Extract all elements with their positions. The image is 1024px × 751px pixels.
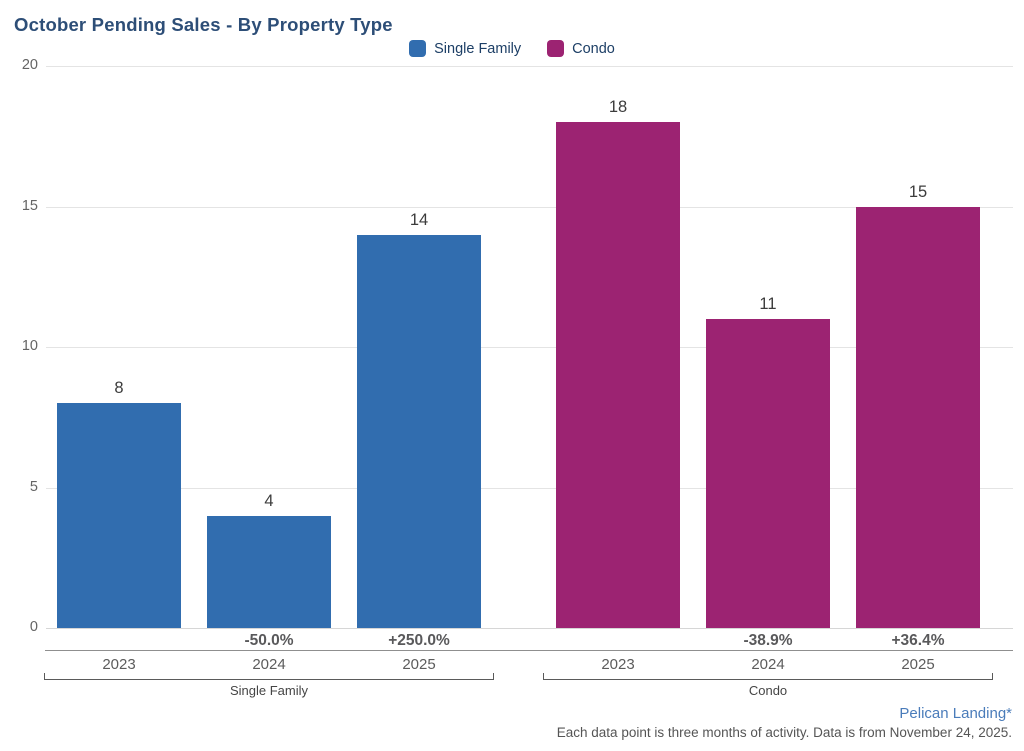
bar-condo-2023[interactable]: [556, 122, 680, 628]
gridline-0: [46, 628, 1013, 629]
gridline-15: [46, 206, 1013, 208]
year-label-condo-2025: 2025: [901, 656, 935, 673]
group-label-condo: Condo: [748, 683, 788, 698]
year-label-single-family-2024: 2024: [252, 656, 286, 673]
footnote: Each data point is three months of activ…: [556, 725, 1012, 740]
bar-single-family-2025[interactable]: [357, 234, 481, 628]
bar-value-label-condo-2024: 11: [759, 294, 777, 313]
y-axis-tick-label-0: 0: [29, 619, 38, 635]
group-bracket-single-family: [44, 673, 494, 680]
legend-item-single-family[interactable]: Single Family: [409, 40, 521, 57]
bar-single-family-2024[interactable]: [207, 515, 331, 628]
y-axis-tick-label-10: 10: [21, 338, 38, 354]
pct-change-label-single-family-2025: +250.0%: [388, 632, 450, 649]
bar-value-label-condo-2023: 18: [608, 98, 628, 117]
gridline-10: [46, 347, 1013, 348]
year-label-single-family-2025: 2025: [402, 656, 436, 673]
bar-single-family-2023[interactable]: [57, 403, 181, 628]
chart-title: October Pending Sales - By Property Type: [14, 14, 393, 35]
gridline-5: [46, 487, 1013, 489]
y-axis-tick-label-15: 15: [21, 197, 38, 214]
bar-value-label-single-family-2024: 4: [264, 491, 274, 510]
bar-condo-2024[interactable]: [706, 318, 830, 628]
year-label-condo-2024: 2024: [751, 656, 785, 673]
source-link[interactable]: Pelican Landing*: [899, 705, 1012, 722]
bar-condo-2025[interactable]: [856, 206, 980, 628]
chart-footer: Pelican Landing* Each data point is thre…: [557, 705, 1012, 740]
condo-swatch-icon: [547, 40, 565, 57]
legend: Single Family Condo: [0, 40, 1024, 57]
bar-value-label-condo-2025: 15: [908, 182, 928, 201]
y-axis-tick-label-20: 20: [21, 57, 38, 73]
x-axis-line: [45, 650, 1013, 651]
y-axis-tick-label-5: 5: [29, 478, 38, 495]
group-bracket-condo: [543, 673, 993, 680]
group-label-single-family: Single Family: [229, 683, 309, 698]
year-label-condo-2023: 2023: [601, 656, 635, 673]
legend-label-single-family: Single Family: [434, 40, 522, 57]
gridline-20: [46, 66, 1013, 67]
legend-item-condo[interactable]: Condo: [547, 40, 615, 57]
bar-value-label-single-family-2025: 14: [409, 210, 429, 229]
single-family-swatch-icon: [409, 40, 427, 57]
pct-change-label-condo-2024: -38.9%: [743, 632, 793, 649]
pct-change-label-condo-2025: +36.4%: [891, 632, 945, 649]
year-label-single-family-2023: 2023: [102, 656, 136, 673]
legend-label-condo: Condo: [572, 40, 615, 57]
pct-change-label-single-family-2024: -50.0%: [244, 632, 294, 649]
bar-value-label-single-family-2023: 8: [114, 379, 124, 398]
